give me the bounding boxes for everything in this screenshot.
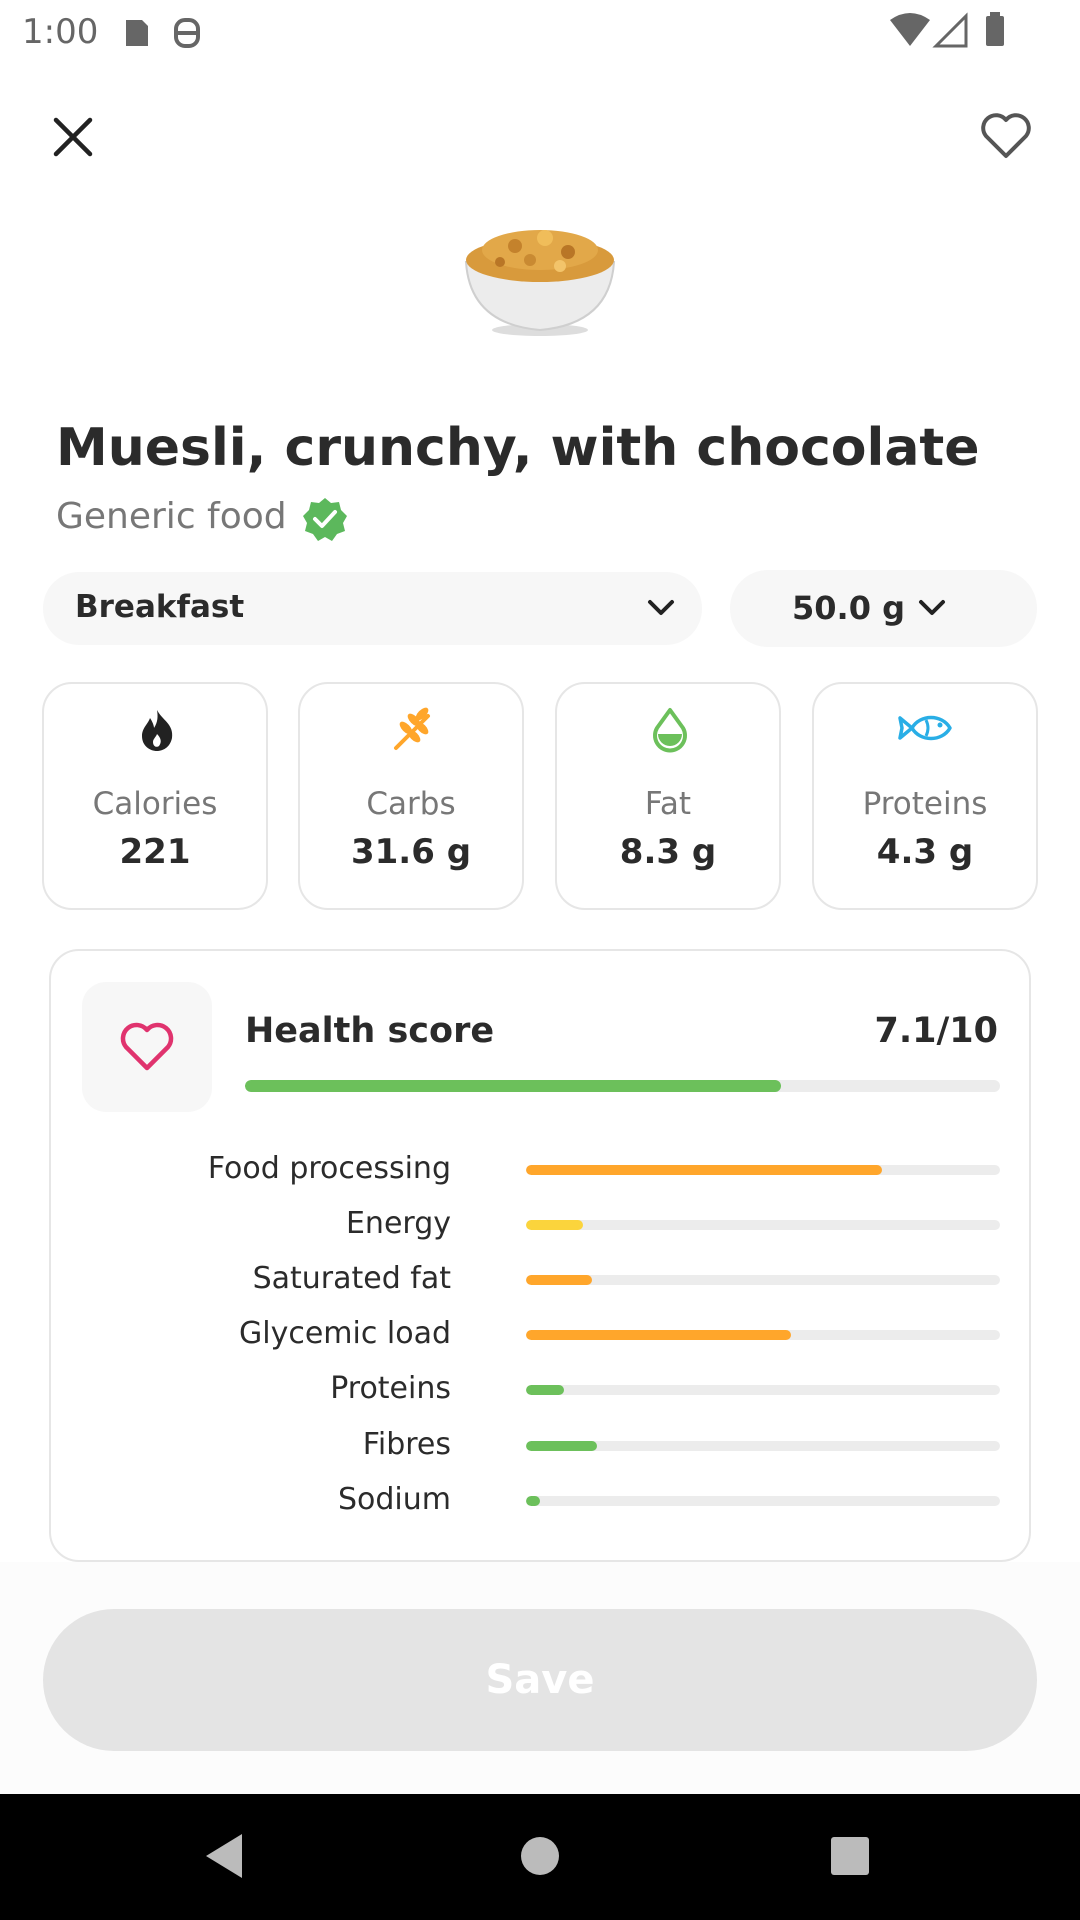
factor-label: Sodium bbox=[337, 1481, 451, 1517]
nutrient-card: Carbs 31.6 g bbox=[298, 682, 524, 910]
carbs-icon bbox=[394, 707, 430, 750]
factor-label: Energy bbox=[345, 1206, 451, 1242]
proteins-icon bbox=[898, 715, 952, 741]
status-system-icons bbox=[890, 12, 1004, 48]
factor-bar bbox=[526, 1165, 882, 1175]
save-label: Save bbox=[485, 1657, 595, 1703]
health-icon bbox=[120, 1022, 174, 1071]
nutrient-card: Fat 8.3 g bbox=[555, 682, 781, 910]
factor-bar bbox=[526, 1440, 598, 1451]
factor-bar bbox=[526, 1330, 792, 1341]
status-time: 1:00 bbox=[22, 12, 99, 52]
nav-buttons bbox=[206, 1834, 869, 1878]
nutrient-value: 4.3 g bbox=[876, 832, 974, 872]
nutrient-value: 221 bbox=[119, 832, 191, 872]
calories-icon bbox=[142, 710, 173, 751]
favorite-button[interactable] bbox=[978, 110, 1034, 162]
factor-label: Food processing bbox=[207, 1151, 451, 1186]
factor-bar bbox=[526, 1495, 541, 1506]
factor-label: Proteins bbox=[330, 1371, 451, 1407]
nav-back[interactable] bbox=[206, 1834, 242, 1878]
factor-track bbox=[526, 1385, 1000, 1396]
nutrient-label: Carbs bbox=[366, 786, 456, 822]
health-card: Health score 7.1/10 Food processing Energ… bbox=[49, 949, 1031, 1562]
nutrient-card: Calories 221 bbox=[42, 682, 268, 910]
food-image bbox=[464, 230, 616, 336]
food-subtitle: Generic food bbox=[56, 496, 287, 537]
health-score-value: 7.1/10 bbox=[874, 1011, 999, 1051]
food-title: Muesli, crunchy, with chocolate bbox=[56, 418, 980, 478]
chevron bbox=[648, 600, 674, 615]
factor-label: Saturated fat bbox=[252, 1261, 451, 1297]
close-button[interactable] bbox=[52, 116, 94, 158]
nutrient-label: Calories bbox=[92, 786, 218, 822]
factor-label: Glycemic load bbox=[239, 1316, 451, 1352]
health-score-track bbox=[245, 1080, 1000, 1092]
meal-label: Breakfast bbox=[75, 589, 245, 625]
factor-bar bbox=[526, 1275, 593, 1286]
nav-recents[interactable] bbox=[831, 1837, 869, 1875]
factor-bar bbox=[526, 1385, 564, 1396]
factor-track bbox=[526, 1440, 1000, 1451]
chevron bbox=[919, 600, 945, 615]
factor-track bbox=[526, 1330, 1000, 1341]
nav-home[interactable] bbox=[521, 1837, 559, 1875]
status-icons bbox=[126, 18, 200, 48]
factor-track bbox=[526, 1275, 1000, 1286]
fat-icon bbox=[653, 708, 687, 753]
health-icon-box bbox=[82, 982, 212, 1112]
portion-dropdown[interactable]: 50.0 g bbox=[730, 570, 1037, 647]
meal-dropdown[interactable]: Breakfast bbox=[43, 572, 702, 645]
nutrient-label: Proteins bbox=[862, 786, 988, 822]
verified-badge bbox=[303, 498, 347, 541]
nutrient-card: Proteins 4.3 g bbox=[812, 682, 1038, 910]
action-area: Save bbox=[0, 1562, 1080, 1794]
nutrient-value: 31.6 g bbox=[350, 832, 472, 872]
health-score-bar bbox=[245, 1080, 782, 1092]
factor-bar bbox=[526, 1220, 583, 1231]
factor-track bbox=[526, 1165, 1000, 1175]
health-score-title: Health score bbox=[245, 1011, 495, 1051]
factor-track bbox=[526, 1220, 1000, 1231]
navigation-bar bbox=[0, 1794, 1080, 1920]
nutrient-label: Fat bbox=[644, 786, 692, 822]
factor-label: Fibres bbox=[362, 1426, 451, 1462]
save-button[interactable]: Save bbox=[43, 1609, 1037, 1751]
nutrient-value: 8.3 g bbox=[619, 832, 717, 872]
portion-label: 50.0 g bbox=[792, 589, 905, 627]
factor-track bbox=[526, 1495, 1000, 1506]
